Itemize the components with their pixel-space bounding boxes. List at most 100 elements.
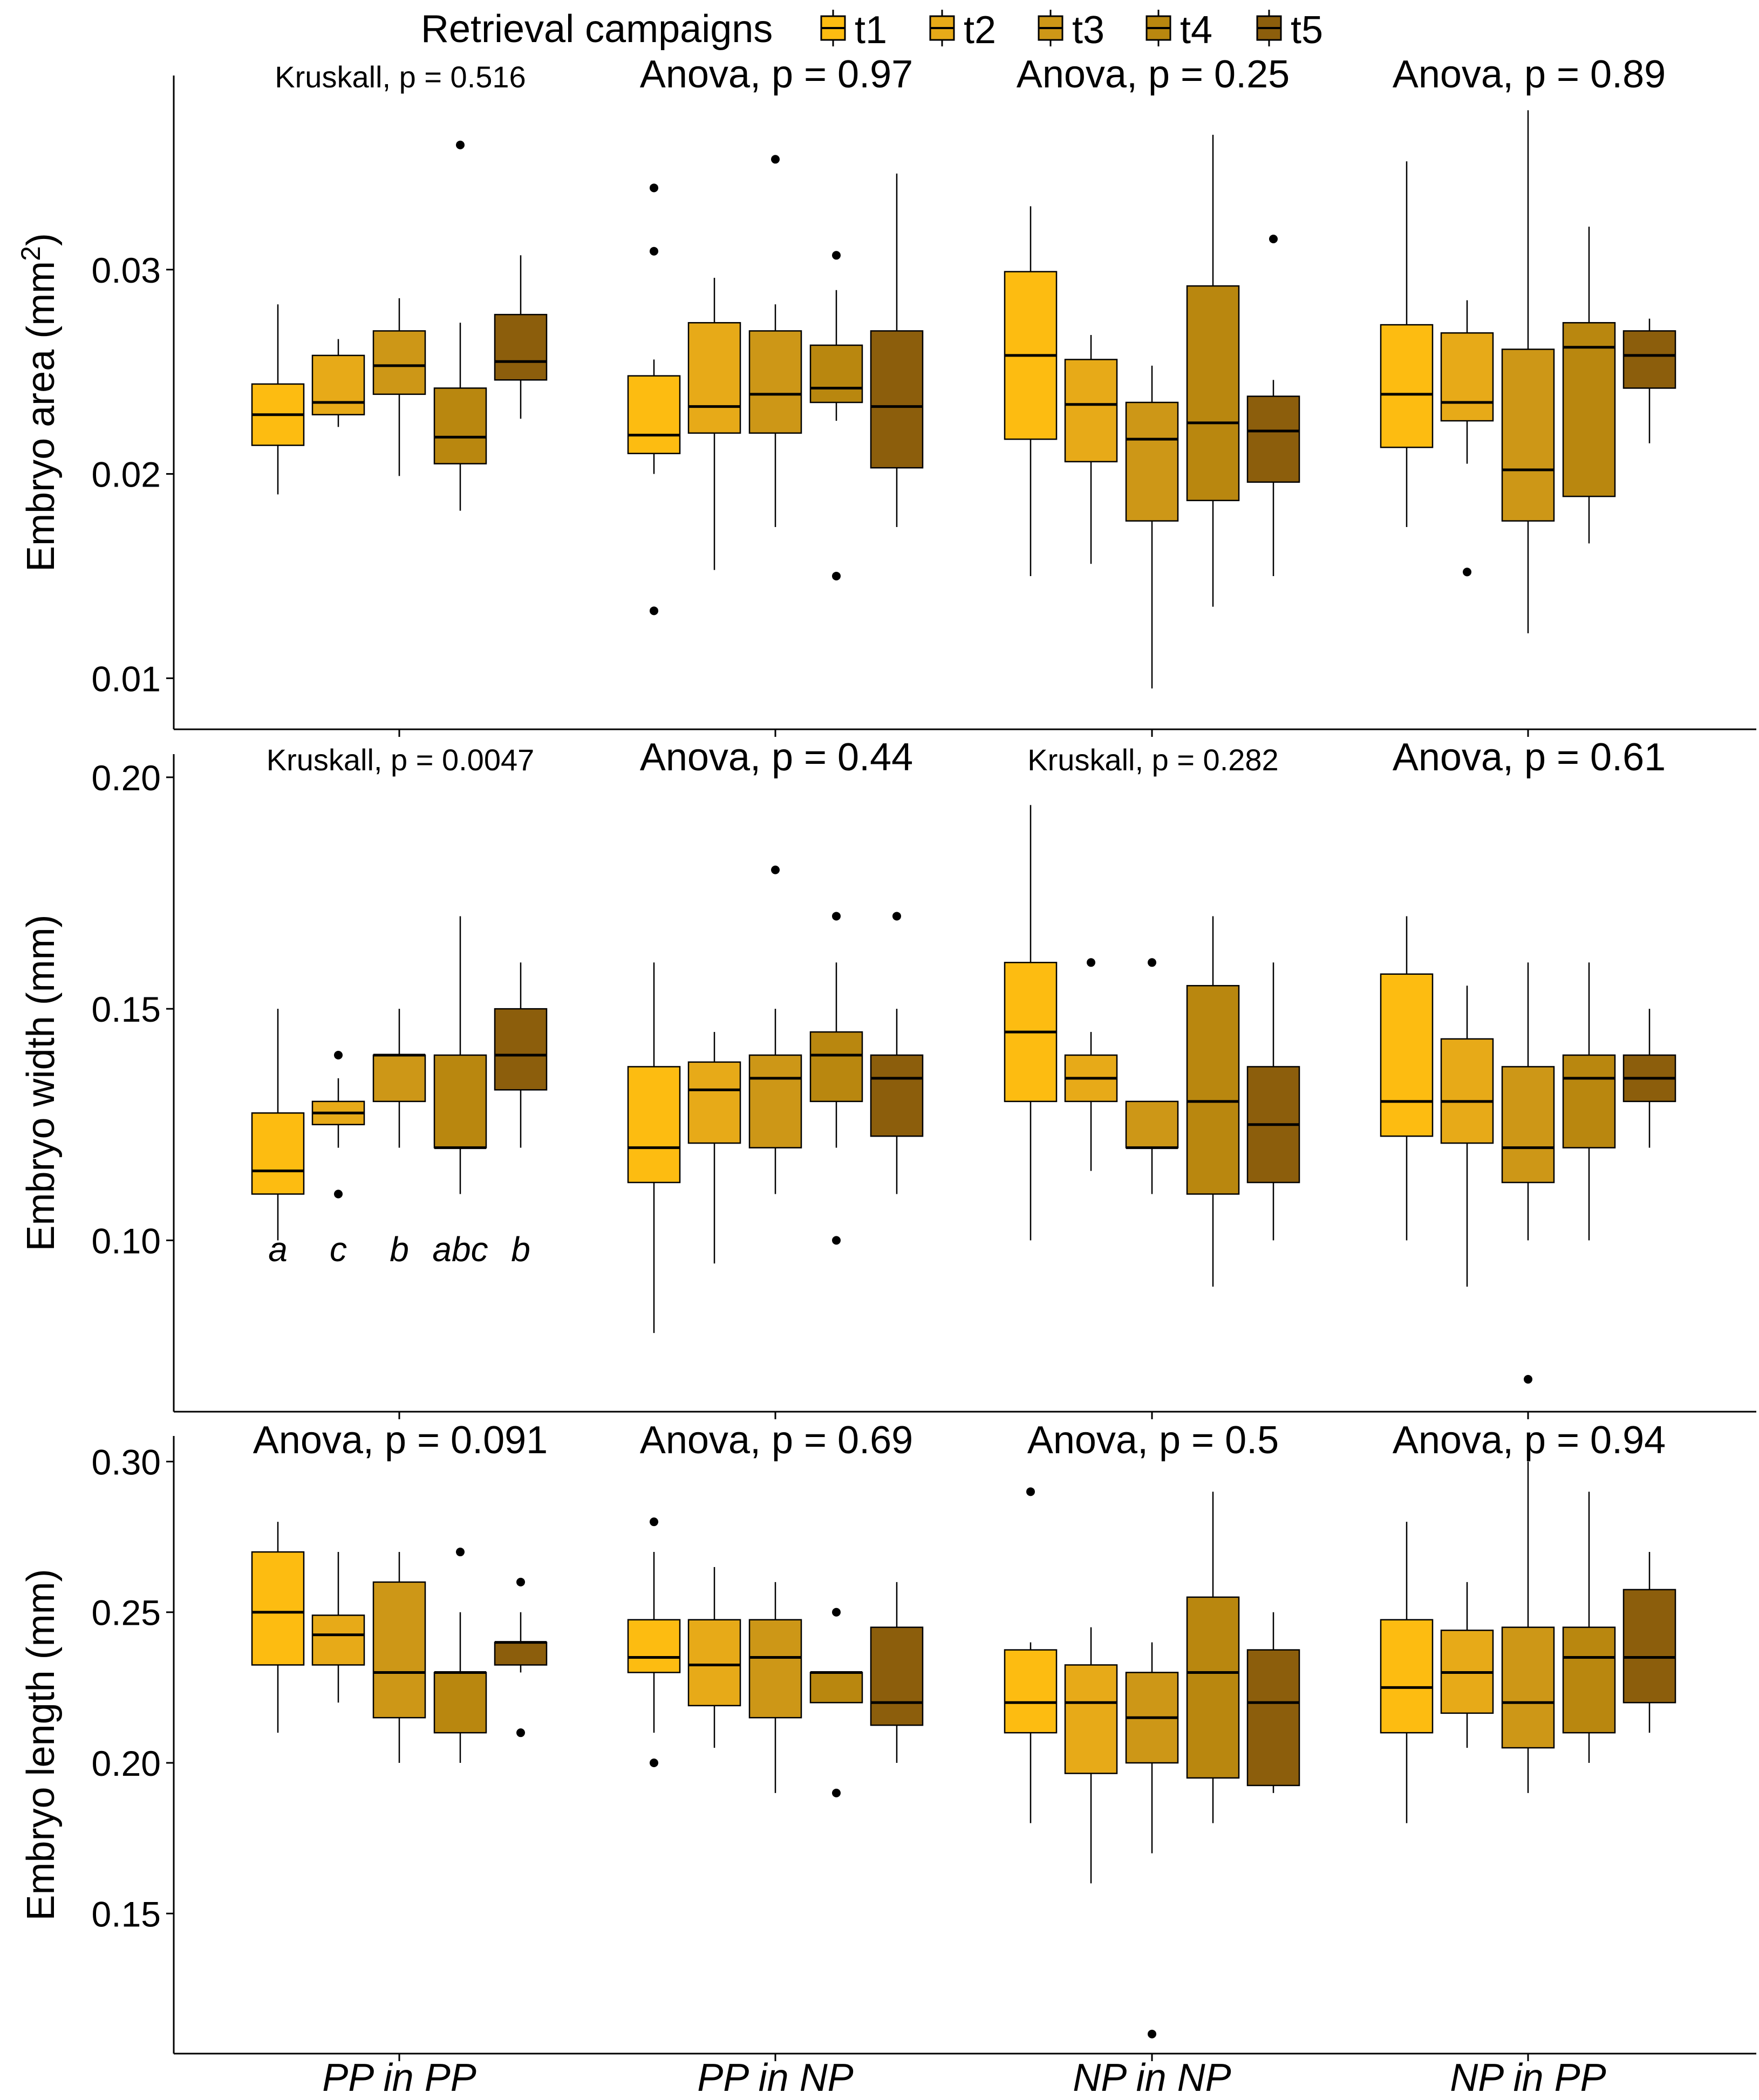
y-axis-title-sup: 2 [16, 246, 46, 261]
box-body [1186, 984, 1240, 1195]
outlier-point [650, 1517, 658, 1527]
box-t4 [1186, 916, 1240, 1287]
y-tick-label: 0.20 [92, 758, 161, 798]
box-t4 [1562, 1492, 1616, 1763]
group-pp-in-pp [251, 916, 548, 1241]
box-body [627, 1066, 681, 1184]
box-t5 [870, 912, 924, 1194]
outlier-point [832, 251, 841, 260]
box-t4 [433, 1548, 487, 1763]
box-body [1440, 332, 1494, 422]
box-t3 [1125, 365, 1179, 689]
box-t3 [372, 1552, 426, 1763]
box-t2 [1440, 1582, 1494, 1748]
box-body [433, 387, 487, 464]
group-np-in-pp [1380, 916, 1676, 1384]
group-pp-in-pp [251, 1522, 548, 1763]
outlier-point [832, 1608, 841, 1617]
group-np-in-np [1004, 1487, 1300, 2039]
panel-length: 0.15 0.20 0.25 0.30 Embryo length (mm) Anova,… [19, 1419, 1756, 2061]
x-category-label: PP in NP [697, 2056, 853, 2099]
y-axis-title-close: ) [19, 233, 63, 246]
box-t3 [1125, 958, 1179, 1194]
box-t1 [627, 183, 681, 615]
box-body [1125, 401, 1179, 522]
y-axis-title-main: Embryo length (mm) [19, 1569, 63, 1920]
box-body [1622, 1589, 1676, 1704]
x-category-label: NP in NP [1073, 2056, 1231, 2099]
box-body [1125, 1100, 1179, 1148]
outlier-point [771, 865, 780, 874]
box-body [809, 344, 863, 403]
box-body [1562, 1626, 1616, 1734]
box-t5 [1246, 1612, 1300, 1793]
outlier-point [650, 1759, 658, 1768]
box-body [311, 354, 365, 415]
y-tick-label: 0.25 [92, 1593, 161, 1633]
outlier-point [1148, 2029, 1156, 2039]
box-body [627, 375, 681, 454]
box-t5 [1246, 235, 1300, 576]
box-t4 [809, 251, 863, 580]
box-body [372, 330, 426, 395]
test-annotation: Anova, p = 0.44 [640, 736, 913, 779]
box-body [1501, 1066, 1555, 1184]
box-t1 [251, 304, 305, 495]
box-t4 [809, 1608, 863, 1797]
box-body [687, 1619, 741, 1707]
significance-letter: b [390, 1230, 409, 1269]
box-t5 [870, 173, 924, 528]
test-annotation: Anova, p = 0.97 [640, 53, 913, 96]
box-t2 [311, 339, 365, 427]
box-t3 [748, 155, 802, 528]
box-body [251, 1551, 305, 1666]
panels: 0.01 0.02 0.03 Embryo area (mm2) Kruskall, p… [16, 53, 1756, 2061]
significance-letter: a [268, 1230, 288, 1269]
test-annotation: Anova, p = 0.94 [1393, 1419, 1666, 1462]
group-pp-in-np [627, 1517, 924, 1797]
box-t2 [1064, 335, 1118, 564]
test-annotation: Anova, p = 0.5 [1027, 1419, 1279, 1462]
legend-label-t2: t2 [964, 9, 996, 52]
outlier-point [650, 606, 658, 615]
box-body [494, 1008, 548, 1091]
box-body [1004, 1649, 1058, 1734]
box-body [870, 1626, 924, 1726]
box-body [494, 313, 548, 381]
outlier-point [832, 1788, 841, 1797]
y-axis-title: Embryo width (mm) [19, 914, 63, 1251]
box-body [433, 1054, 487, 1148]
box-body [1501, 348, 1555, 522]
box-body [748, 330, 802, 434]
y-tick-label: 0.01 [92, 659, 161, 699]
outlier-point [832, 1236, 841, 1245]
outlier-point [334, 1050, 343, 1059]
box-body [1186, 1596, 1240, 1779]
box-body [687, 322, 741, 434]
y-axis-title-main: Embryo area (mm [19, 261, 63, 572]
y-axis-title: Embryo area (mm2) [16, 233, 63, 572]
legend-label-t3: t3 [1072, 9, 1105, 52]
y-axis-title-main: Embryo width (mm) [19, 914, 63, 1251]
box-body [372, 1054, 426, 1103]
box-t3 [1501, 1461, 1555, 1793]
box-t4 [1562, 227, 1616, 544]
box-t3 [1125, 1642, 1179, 2039]
box-body [1064, 359, 1118, 463]
box-body [1380, 324, 1434, 448]
box-t2 [1064, 958, 1118, 1171]
box-body [1186, 285, 1240, 502]
box-body [1064, 1664, 1118, 1774]
box-body [627, 1619, 681, 1673]
outlier-point [832, 571, 841, 580]
group-pp-in-np [627, 865, 924, 1333]
box-t3 [1501, 962, 1555, 1384]
outlier-point [650, 183, 658, 193]
box-t5 [1246, 962, 1300, 1241]
outlier-point [650, 247, 658, 256]
outlier-point [1026, 1487, 1035, 1496]
box-body [1440, 1038, 1494, 1144]
test-annotation: Kruskall, p = 0.516 [275, 60, 526, 94]
test-annotation: Anova, p = 0.091 [253, 1419, 548, 1462]
